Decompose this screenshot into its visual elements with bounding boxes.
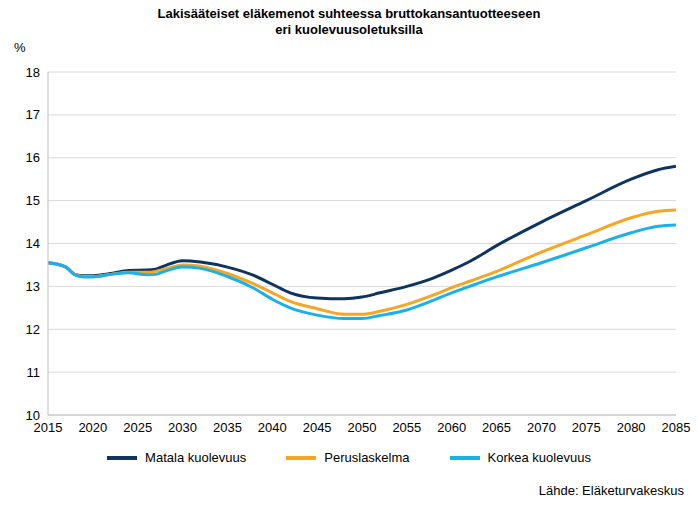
svg-text:17: 17	[26, 107, 40, 122]
svg-text:11: 11	[27, 365, 41, 380]
svg-text:2045: 2045	[303, 420, 332, 435]
svg-text:18: 18	[26, 65, 40, 80]
html-text:Korkea kuolevuus: Korkea kuolevuus	[487, 450, 591, 465]
svg-text:2070: 2070	[527, 420, 556, 435]
svg-text:13: 13	[26, 279, 40, 294]
svg-text:2080: 2080	[617, 420, 646, 435]
html-text:Lakisääteiset eläkemenot suhte: Lakisääteiset eläkemenot suhteessa brutt…	[157, 6, 541, 21]
svg-text:2020: 2020	[78, 420, 107, 435]
html-text:eri kuolevuusoletuksilla: eri kuolevuusoletuksilla	[275, 22, 423, 37]
svg-text:2015: 2015	[33, 420, 63, 436]
svg-text:15: 15	[26, 193, 40, 208]
svg-text:2030: 2030	[168, 420, 197, 435]
svg-text:2075: 2075	[572, 420, 601, 435]
svg-text:2060: 2060	[437, 420, 466, 435]
html-text:Matala kuolevuus: Matala kuolevuus	[145, 450, 247, 465]
svg-text:2040: 2040	[258, 420, 287, 435]
svg-text:2050: 2050	[348, 420, 377, 435]
svg-text:2055: 2055	[392, 420, 421, 435]
svg-text:2085: 2085	[662, 420, 690, 435]
svg-text:16: 16	[26, 150, 40, 165]
html-text:Peruslaskelma: Peruslaskelma	[324, 450, 410, 465]
svg-text:2025: 2025	[123, 420, 152, 435]
svg-text:2035: 2035	[213, 420, 242, 435]
svg-text:14: 14	[26, 236, 40, 251]
html-text:Lähde: Eläketurvakeskus: Lähde: Eläketurvakeskus	[538, 483, 684, 498]
svg-text:2065: 2065	[482, 420, 511, 435]
svg-text:10: 10	[26, 408, 40, 423]
svg-text:12: 12	[26, 322, 40, 337]
